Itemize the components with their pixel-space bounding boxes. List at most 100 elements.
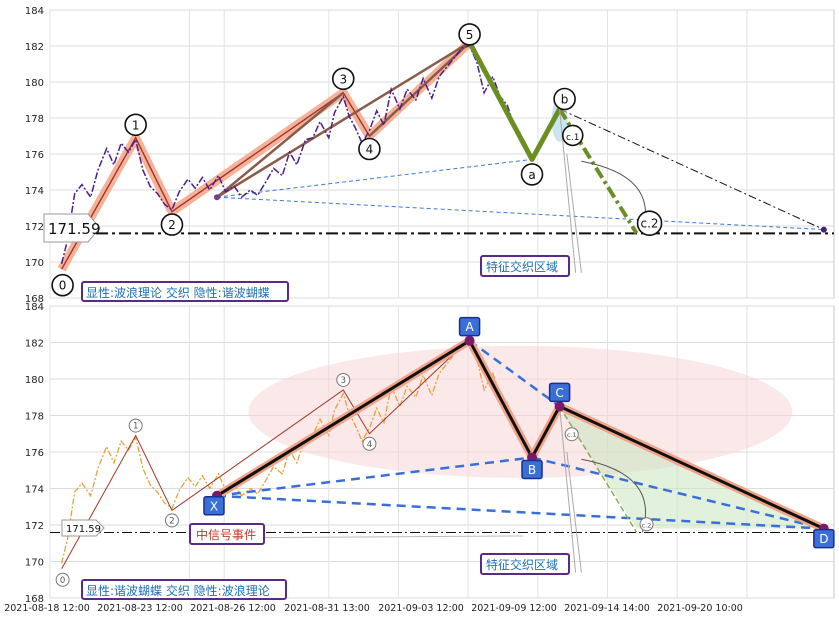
harmonic-point-label: D	[819, 532, 828, 546]
x-tick-label: 2021-09-03 12:00	[378, 603, 464, 614]
signal-pointer	[228, 535, 524, 539]
channel-line	[216, 41, 471, 199]
y-tick-label: 172	[25, 222, 44, 233]
wave-label-circle	[639, 517, 654, 532]
corrective-projection	[558, 405, 638, 533]
lower-price-level-label: 171.59	[61, 519, 105, 537]
y-tick-label: 184	[25, 6, 44, 17]
support-line	[216, 158, 533, 198]
wave-label: c.1	[566, 133, 580, 143]
x-tick-label: 2021-08-23 12:00	[97, 603, 183, 614]
harmonic-point-badge	[548, 382, 571, 403]
wave-label-circle	[55, 572, 70, 587]
wave-label-circle	[561, 124, 584, 147]
wave-label: c.2	[641, 217, 659, 231]
wave-label: a	[528, 168, 535, 182]
channel-anchor	[213, 194, 220, 201]
harmonic-bd-line	[531, 456, 825, 530]
wave-label-circle	[553, 87, 576, 111]
y-tick-label: 180	[25, 78, 44, 89]
wave-label: 4	[367, 440, 372, 450]
wave-label: 1	[132, 118, 140, 132]
harmonic-ac-line	[468, 339, 561, 408]
y-tick-label: 182	[25, 339, 44, 350]
zone-pointer	[559, 406, 577, 573]
y-tick-label: 170	[25, 258, 44, 269]
upper-chart-panel: 184 182 180 178 176 174 172 170 168 0 1 2 3 4 5 a b c.1 c…	[25, 6, 835, 305]
harmonic-point-label: C	[555, 386, 563, 400]
y-tick-label: 176	[25, 150, 44, 161]
upper-caption: 显性:波浪理论 交织 隐性:谐波蝴蝶	[86, 285, 270, 300]
x-tick-label: 2021-08-26 12:00	[190, 603, 276, 614]
x-axis-ticks: 2021-08-18 12:00 2021-08-23 12:00 2021-08-…	[4, 603, 743, 614]
signal-event-box: 中信号事件	[189, 523, 265, 545]
x-tick-label: 2021-09-20 10:00	[657, 603, 743, 614]
lower-caption-box: 显性:谐波蝴蝶 交织 隐性:波浪理论	[81, 579, 287, 600]
harmonic-leg	[530, 405, 561, 459]
y-tick-label: 174	[25, 485, 44, 496]
wave-label: 3	[339, 72, 347, 86]
support-line	[216, 196, 824, 231]
y-tick-label: 170	[25, 558, 44, 569]
price-series	[60, 45, 533, 264]
harmonic-leg	[468, 339, 534, 459]
harmonic-point-label: B	[528, 463, 536, 477]
wave-label: c.2	[642, 521, 652, 529]
y-tick-label: 180	[25, 375, 44, 386]
x-tick-label: 2021-09-14 14:00	[564, 603, 650, 614]
lower-zone-label: 特征交织区域	[486, 557, 558, 572]
wave-label-circle	[160, 213, 184, 236]
y-tick-label: 168	[25, 594, 44, 605]
y-tick-label: 172	[25, 521, 44, 532]
zone-pointer	[566, 451, 582, 573]
wave-label: 5	[466, 28, 474, 42]
upper-zone-box: 特征交织区域	[480, 255, 570, 277]
upper-caption-box: 显性:波浪理论 交织 隐性:谐波蝴蝶	[81, 281, 289, 302]
harmonic-point-badge	[813, 528, 835, 549]
y-tick-label: 184	[25, 302, 44, 313]
price-series	[60, 341, 533, 564]
wave-label-circle	[51, 273, 74, 297]
harmonic-leg	[558, 405, 825, 531]
upper-drawings: 0 1 2 3 4 5 a b c.1 c.2	[50, 23, 834, 297]
y-tick-label: 178	[25, 412, 44, 423]
wave-label: 2	[169, 516, 174, 526]
harmonic-point-marker	[464, 335, 475, 346]
y-tick-label: 182	[25, 42, 44, 53]
resistance-line	[559, 108, 825, 231]
wave-label-circle	[331, 67, 355, 91]
x-tick-label: 2021-08-18 12:00	[4, 603, 90, 614]
harmonic-point-badge	[203, 496, 225, 516]
lower-price-level-text: 171.59	[66, 524, 101, 535]
harmonic-leg	[216, 339, 471, 498]
highlight-ellipse	[248, 345, 793, 478]
wave-label: 0	[60, 576, 65, 586]
wave-label: c.1	[567, 431, 577, 439]
wave-label-circle	[128, 418, 143, 433]
y-tick-label: 178	[25, 114, 44, 125]
wave-label-circle	[336, 372, 351, 387]
harmonic-point-label: X	[210, 499, 218, 513]
wave-label-circle	[124, 113, 147, 137]
harmonic-xb-line	[216, 456, 533, 498]
wave-label-circle	[520, 163, 544, 186]
zone-pointer	[566, 153, 582, 273]
channel-line	[368, 41, 471, 137]
wave-label-circle	[636, 210, 663, 236]
upper-zone-label: 特征交织区域	[486, 259, 558, 274]
wave-label-circle	[564, 427, 579, 442]
wave-label: 3	[341, 376, 346, 386]
harmonic-xd-line	[216, 494, 824, 530]
wave-label-circle	[458, 23, 481, 46]
x-tick-label: 2021-08-31 13:00	[284, 603, 370, 614]
upper-y-ticks: 184 182 180 178 176 174 172 170 168	[25, 6, 44, 305]
lower-drawings: 0 1 2 3 4 c.1 c.2 X A B C D	[50, 316, 835, 587]
upper-price-level-label: 171.59	[43, 213, 101, 243]
wave-label: 0	[59, 279, 67, 293]
y-tick-label: 176	[25, 448, 44, 459]
lower-chart-panel: 184 182 180 178 176 174 172 170 168 0 1 2 3 4 c.1 c.2 X…	[25, 302, 835, 605]
y-tick-label: 168	[25, 294, 44, 305]
lower-y-ticks: 184 182 180 178 176 174 172 170 168	[25, 302, 44, 605]
harmonic-point-marker	[554, 401, 565, 412]
